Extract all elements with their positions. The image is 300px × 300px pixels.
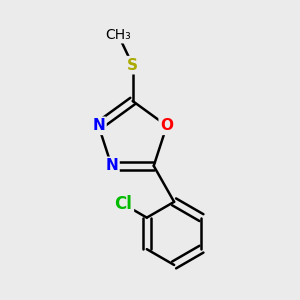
Text: N: N bbox=[92, 118, 105, 133]
Text: N: N bbox=[105, 158, 118, 173]
Text: O: O bbox=[160, 118, 173, 133]
Text: Cl: Cl bbox=[114, 195, 132, 213]
Text: S: S bbox=[127, 58, 138, 73]
Text: CH₃: CH₃ bbox=[105, 28, 131, 42]
